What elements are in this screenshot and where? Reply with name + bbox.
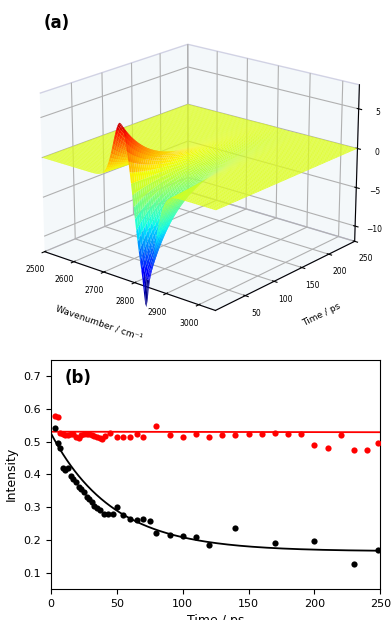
Point bbox=[193, 430, 199, 440]
Point bbox=[133, 515, 140, 525]
Point bbox=[147, 516, 153, 526]
Point bbox=[91, 432, 98, 441]
Point bbox=[120, 432, 127, 442]
Point bbox=[259, 429, 265, 439]
Point bbox=[91, 501, 98, 511]
Point bbox=[351, 445, 357, 455]
Point bbox=[99, 434, 105, 444]
Point bbox=[114, 432, 120, 442]
Point bbox=[153, 528, 160, 538]
Point bbox=[78, 430, 84, 440]
X-axis label: Wavenumber / cm⁻¹: Wavenumber / cm⁻¹ bbox=[54, 303, 143, 342]
Point bbox=[311, 440, 318, 450]
Point bbox=[52, 423, 58, 433]
Point bbox=[127, 432, 133, 442]
Point bbox=[232, 523, 238, 533]
Point bbox=[110, 509, 116, 519]
Point bbox=[62, 465, 69, 475]
Point bbox=[94, 432, 100, 442]
Point bbox=[81, 487, 87, 497]
Point bbox=[57, 428, 64, 438]
Point bbox=[73, 477, 79, 487]
Point bbox=[96, 505, 103, 515]
Point bbox=[374, 438, 381, 448]
Point bbox=[166, 530, 172, 540]
Point bbox=[83, 492, 90, 502]
Point bbox=[60, 428, 66, 438]
Point bbox=[120, 510, 127, 520]
Point bbox=[100, 508, 107, 518]
Point bbox=[245, 430, 252, 440]
Point bbox=[81, 430, 87, 440]
Point bbox=[114, 502, 120, 512]
Point bbox=[351, 559, 357, 569]
Point bbox=[78, 484, 84, 494]
Point bbox=[364, 445, 370, 455]
Point bbox=[374, 545, 381, 555]
Point bbox=[94, 503, 100, 513]
Point bbox=[54, 438, 61, 448]
Point bbox=[219, 430, 225, 440]
Point bbox=[83, 430, 90, 440]
Point bbox=[65, 463, 71, 472]
Point bbox=[107, 428, 113, 438]
Point bbox=[311, 536, 318, 546]
Point bbox=[298, 428, 304, 438]
Point bbox=[67, 430, 74, 440]
Point bbox=[86, 430, 92, 440]
Point bbox=[52, 411, 58, 421]
Point bbox=[193, 531, 199, 541]
Point bbox=[73, 432, 79, 441]
Point bbox=[180, 531, 186, 541]
Y-axis label: Time / ps: Time / ps bbox=[301, 301, 342, 327]
Point bbox=[102, 432, 108, 441]
Point bbox=[67, 471, 74, 481]
Point bbox=[65, 430, 71, 440]
Point bbox=[285, 430, 291, 440]
Point bbox=[325, 443, 331, 453]
Point bbox=[206, 432, 212, 442]
Text: (a): (a) bbox=[43, 14, 69, 32]
Point bbox=[140, 514, 146, 524]
Point bbox=[104, 509, 111, 519]
Point bbox=[272, 428, 278, 438]
Point bbox=[166, 430, 172, 440]
Point bbox=[133, 429, 140, 439]
Y-axis label: Intensity: Intensity bbox=[5, 447, 18, 502]
Point bbox=[86, 494, 92, 504]
Point bbox=[54, 412, 61, 422]
Point bbox=[180, 432, 186, 442]
Point bbox=[153, 421, 160, 431]
Point bbox=[76, 433, 82, 443]
Point bbox=[140, 432, 146, 442]
Point bbox=[127, 513, 133, 523]
Point bbox=[70, 429, 76, 439]
Point bbox=[206, 541, 212, 551]
Point bbox=[96, 433, 103, 443]
Point bbox=[89, 430, 95, 440]
Point bbox=[338, 430, 344, 440]
Point bbox=[232, 430, 238, 440]
X-axis label: Time / ps: Time / ps bbox=[187, 614, 244, 620]
Point bbox=[60, 463, 66, 473]
Text: (b): (b) bbox=[64, 369, 91, 387]
Point bbox=[62, 430, 69, 440]
Point bbox=[70, 474, 76, 484]
Point bbox=[89, 497, 95, 507]
Point bbox=[272, 538, 278, 548]
Point bbox=[76, 482, 82, 492]
Point bbox=[57, 443, 64, 453]
